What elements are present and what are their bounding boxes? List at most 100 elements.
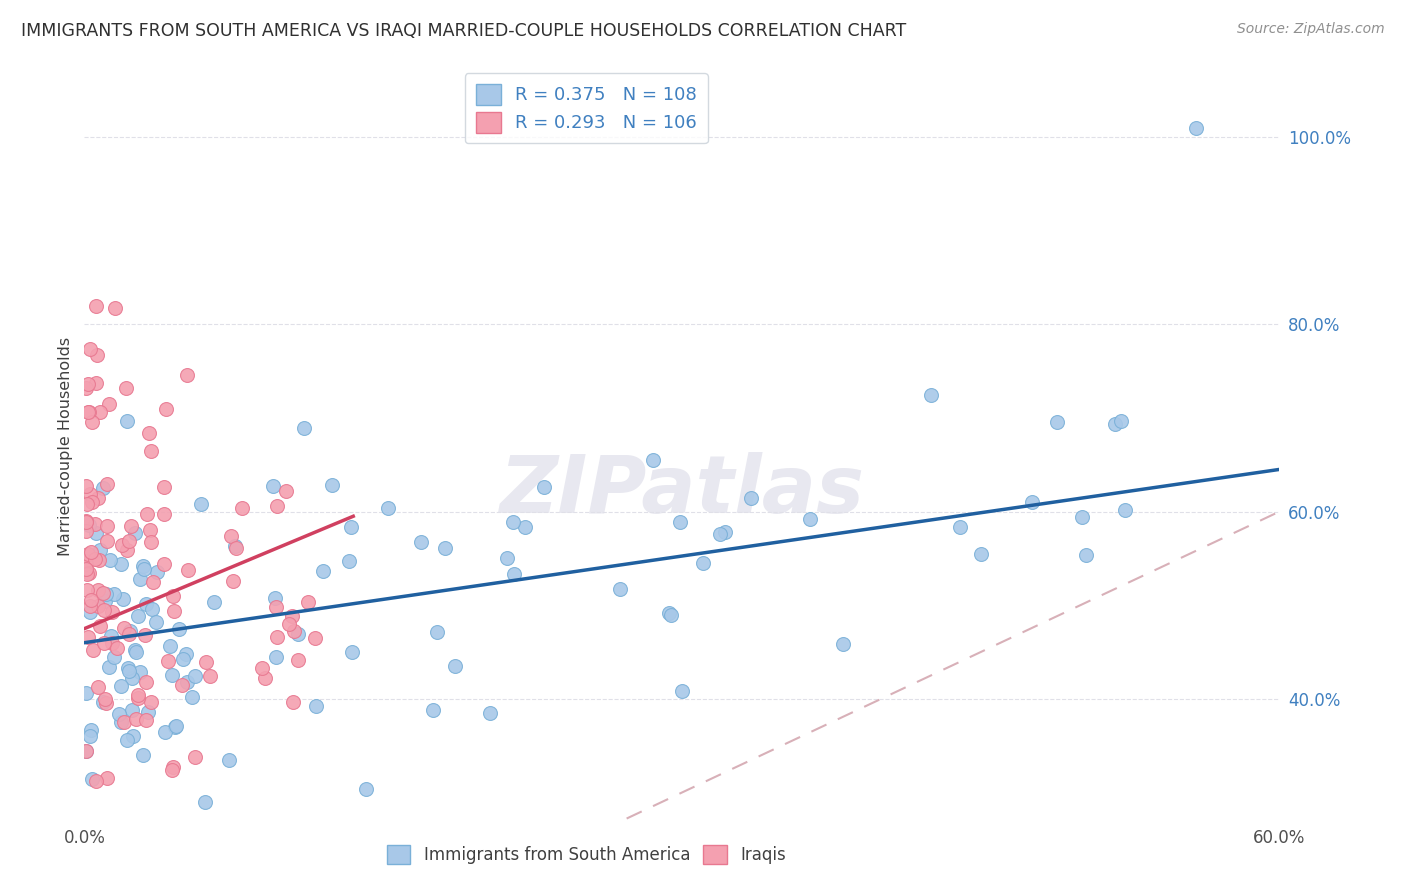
Point bbox=[231, 500, 253, 515]
Point bbox=[1046, 415, 1069, 429]
Point bbox=[77, 377, 100, 392]
Point bbox=[82, 415, 104, 429]
Point bbox=[153, 479, 176, 493]
Point bbox=[121, 703, 143, 717]
Point bbox=[75, 557, 97, 571]
Point bbox=[121, 671, 143, 685]
Point bbox=[122, 729, 145, 743]
Point bbox=[80, 772, 103, 786]
Point bbox=[141, 602, 163, 616]
Point bbox=[84, 526, 107, 541]
Point bbox=[153, 507, 176, 521]
Point bbox=[502, 515, 524, 529]
Point bbox=[170, 678, 193, 692]
Point bbox=[219, 529, 242, 543]
Point bbox=[91, 481, 114, 495]
Point bbox=[89, 405, 111, 419]
Point bbox=[312, 564, 335, 578]
Point bbox=[354, 782, 377, 797]
Point bbox=[84, 552, 107, 566]
Point bbox=[297, 595, 319, 609]
Point bbox=[287, 653, 309, 667]
Point bbox=[515, 520, 537, 534]
Point bbox=[76, 405, 98, 419]
Point bbox=[250, 661, 273, 675]
Point bbox=[118, 533, 141, 548]
Point bbox=[337, 554, 360, 568]
Point bbox=[138, 425, 160, 440]
Point bbox=[281, 608, 304, 623]
Point bbox=[176, 674, 198, 689]
Point bbox=[75, 554, 97, 568]
Point bbox=[75, 515, 97, 529]
Point bbox=[94, 696, 117, 710]
Point bbox=[202, 595, 225, 609]
Point bbox=[292, 420, 315, 434]
Point bbox=[108, 707, 131, 722]
Point bbox=[124, 525, 146, 540]
Point bbox=[165, 719, 187, 733]
Point bbox=[111, 591, 134, 606]
Point bbox=[98, 553, 121, 567]
Point bbox=[84, 516, 107, 531]
Point bbox=[969, 547, 991, 561]
Point bbox=[1114, 503, 1136, 517]
Point bbox=[75, 514, 97, 528]
Point bbox=[304, 699, 326, 714]
Point bbox=[115, 732, 138, 747]
Point bbox=[87, 680, 110, 694]
Point bbox=[1021, 495, 1043, 509]
Point bbox=[340, 520, 363, 534]
Point bbox=[75, 744, 97, 758]
Point bbox=[194, 795, 217, 809]
Point bbox=[832, 637, 855, 651]
Point bbox=[89, 543, 111, 558]
Point bbox=[128, 573, 150, 587]
Y-axis label: Married-couple Households: Married-couple Households bbox=[58, 336, 73, 556]
Point bbox=[91, 586, 114, 600]
Point bbox=[77, 630, 100, 644]
Point bbox=[89, 619, 111, 633]
Point bbox=[124, 643, 146, 657]
Point bbox=[135, 597, 157, 611]
Point bbox=[146, 565, 169, 579]
Point bbox=[184, 750, 207, 764]
Point bbox=[96, 477, 118, 491]
Point bbox=[503, 567, 526, 582]
Point bbox=[426, 624, 449, 639]
Point bbox=[264, 591, 287, 606]
Point bbox=[94, 691, 117, 706]
Point bbox=[162, 668, 184, 682]
Point bbox=[135, 713, 157, 727]
Point bbox=[253, 671, 276, 685]
Point bbox=[80, 593, 103, 607]
Point bbox=[79, 723, 101, 737]
Point bbox=[184, 669, 207, 683]
Point bbox=[156, 654, 179, 668]
Point bbox=[176, 368, 198, 382]
Point bbox=[110, 715, 132, 730]
Point bbox=[283, 695, 305, 709]
Legend: Immigrants from South America, Iraqis: Immigrants from South America, Iraqis bbox=[378, 837, 794, 872]
Point bbox=[641, 453, 664, 467]
Point bbox=[169, 622, 191, 636]
Point bbox=[136, 705, 159, 719]
Point bbox=[86, 599, 108, 613]
Point bbox=[159, 640, 181, 654]
Point bbox=[799, 512, 821, 526]
Point bbox=[77, 405, 100, 419]
Point bbox=[80, 545, 103, 559]
Point bbox=[1074, 548, 1097, 562]
Point bbox=[75, 686, 97, 700]
Point bbox=[115, 381, 138, 395]
Point bbox=[155, 402, 177, 417]
Point bbox=[1104, 417, 1126, 431]
Point bbox=[264, 649, 287, 664]
Point bbox=[94, 594, 117, 608]
Point bbox=[225, 541, 247, 555]
Point bbox=[162, 590, 184, 604]
Point bbox=[200, 669, 222, 683]
Point bbox=[125, 712, 148, 726]
Point bbox=[79, 599, 101, 613]
Point bbox=[94, 587, 117, 601]
